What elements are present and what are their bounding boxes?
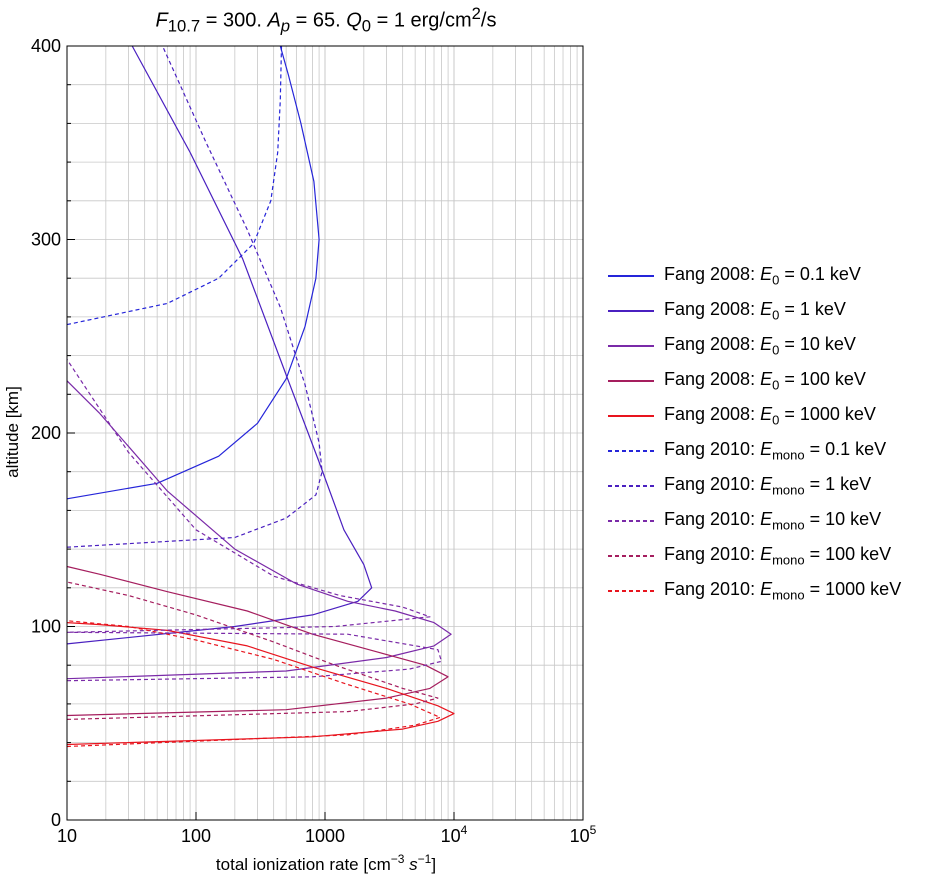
legend-label: Fang 2008: E0 = 0.1 keV bbox=[664, 264, 861, 288]
title-f-sub: 10.7 bbox=[167, 16, 201, 36]
legend-label: Fang 2010: Emono = 10 keV bbox=[664, 509, 882, 533]
legend-swatch bbox=[608, 380, 654, 382]
y-axis-label: altitude [km] bbox=[3, 386, 22, 478]
legend-label: Fang 2010: Emono = 1 keV bbox=[664, 474, 872, 498]
legend-item: Fang 2008: E0 = 10 keV bbox=[608, 332, 928, 360]
tick-layer: 0 100 200 300 400 10 100 1000 104 105 bbox=[31, 36, 597, 846]
legend-label: Fang 2010: Emono = 1000 keV bbox=[664, 579, 902, 603]
legend-swatch bbox=[608, 450, 654, 452]
legend-label: Fang 2008: E0 = 10 keV bbox=[664, 334, 856, 358]
series-line-8 bbox=[66, 581, 439, 720]
x-tick-label: 104 bbox=[441, 823, 468, 846]
title-q-symbol: Q bbox=[346, 9, 362, 32]
title-q-value: = 1 erg/cm bbox=[371, 9, 472, 32]
series-line-7 bbox=[66, 359, 443, 682]
series-line-4 bbox=[66, 622, 455, 746]
legend-item: Fang 2010: Emono = 1000 keV bbox=[608, 577, 928, 605]
legend-item: Fang 2008: E0 = 1000 keV bbox=[608, 402, 928, 430]
title-f-value: = 300. bbox=[200, 9, 268, 32]
legend-item: Fang 2010: Emono = 1 keV bbox=[608, 472, 928, 500]
legend-item: Fang 2008: E0 = 1 keV bbox=[608, 297, 928, 325]
title-a-sub: p bbox=[280, 16, 291, 36]
legend-swatch bbox=[608, 415, 654, 417]
x-tick-label: 100 bbox=[181, 826, 211, 846]
legend-swatch bbox=[608, 555, 654, 557]
series-line-6 bbox=[66, 45, 323, 548]
series-layer bbox=[66, 45, 455, 748]
x-axis-label: total ionization rate [cm−3 s−1] bbox=[216, 852, 436, 874]
y-tick-label: 100 bbox=[31, 617, 61, 637]
title-q-sup: 2 bbox=[471, 4, 481, 23]
series-line-5 bbox=[66, 45, 283, 326]
title-a-symbol: A bbox=[267, 9, 281, 32]
legend-swatch bbox=[608, 590, 654, 592]
legend-label: Fang 2010: Emono = 0.1 keV bbox=[664, 439, 887, 463]
legend-swatch bbox=[608, 520, 654, 522]
title-q-sub: 0 bbox=[361, 16, 372, 36]
legend-item: Fang 2010: Emono = 0.1 keV bbox=[608, 437, 928, 465]
y-tick-label: 400 bbox=[31, 36, 61, 56]
x-tick-label: 1000 bbox=[305, 826, 345, 846]
series-line-1 bbox=[66, 45, 373, 645]
x-tick-label: 10 bbox=[57, 826, 77, 846]
chart-title: F10.7 = 300. Ap = 65. Q0 = 1 erg/cm2/s bbox=[67, 4, 585, 37]
title-f-symbol: F bbox=[155, 9, 168, 32]
legend-item: Fang 2008: E0 = 100 keV bbox=[608, 367, 928, 395]
series-line-3 bbox=[66, 565, 449, 717]
legend-item: Fang 2010: Emono = 100 keV bbox=[608, 542, 928, 570]
legend-swatch bbox=[608, 485, 654, 487]
y-tick-label: 0 bbox=[51, 810, 61, 830]
title-q-unit: /s bbox=[480, 9, 497, 32]
legend-label: Fang 2008: E0 = 1 keV bbox=[664, 299, 846, 323]
legend-label: Fang 2008: E0 = 100 keV bbox=[664, 369, 866, 393]
x-tick-label: 105 bbox=[570, 823, 597, 846]
title-a-value: = 65. bbox=[290, 9, 347, 32]
legend-label: Fang 2008: E0 = 1000 keV bbox=[664, 404, 876, 428]
legend-swatch bbox=[608, 275, 654, 277]
legend-swatch bbox=[608, 310, 654, 312]
legend-item: Fang 2010: Emono = 10 keV bbox=[608, 507, 928, 535]
series-line-0 bbox=[66, 45, 320, 500]
legend-label: Fang 2010: Emono = 100 keV bbox=[664, 544, 892, 568]
y-tick-label: 300 bbox=[31, 230, 61, 250]
y-tick-label: 200 bbox=[31, 423, 61, 443]
legend-item: Fang 2008: E0 = 0.1 keV bbox=[608, 262, 928, 290]
series-line-9 bbox=[66, 620, 441, 748]
legend-swatch bbox=[608, 345, 654, 347]
series-line-2 bbox=[66, 380, 452, 680]
grid-layer bbox=[66, 45, 583, 821]
